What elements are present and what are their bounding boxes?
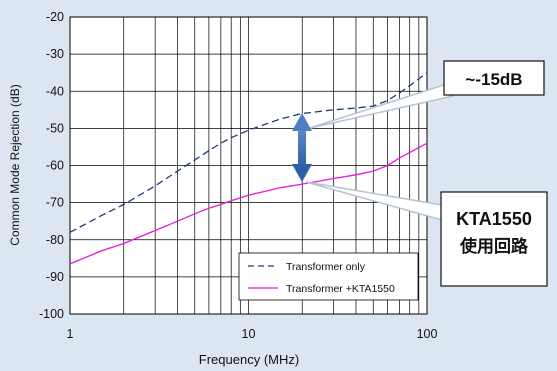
y-tick-label: -30 — [46, 47, 64, 61]
callout-text-kta1550-usage: 使用回路 — [459, 236, 529, 256]
series-layer — [69, 72, 428, 265]
y-tick-label: -100 — [39, 307, 64, 321]
callout-box-15db — [443, 60, 545, 96]
legend: Transformer only Transformer +KTA1550 — [238, 252, 419, 301]
callout-text-kta1550: KTA1550 — [456, 209, 532, 229]
y-tick-labels: -20 -30 -40 -50 -60 -70 -80 -90 -100 — [39, 10, 64, 321]
y-tick-label: -20 — [46, 10, 64, 24]
annotations: ~-15dB KTA1550 使用回路 — [292, 60, 548, 287]
y-tick-label: -50 — [46, 121, 64, 135]
x-tick-label: 100 — [417, 327, 438, 341]
x-tick-labels: 1 10 100 — [67, 327, 438, 341]
double-arrow — [292, 113, 312, 182]
legend-label-transformer-only: Transformer only — [286, 261, 366, 273]
series-line-1 — [69, 142, 428, 265]
x-axis-label: Frequency (MHz) — [199, 352, 299, 367]
y-tick-label: -80 — [46, 233, 64, 247]
callout-text-15db: ~-15dB — [465, 70, 522, 89]
x-tick-label: 10 — [242, 327, 256, 341]
x-tick-label: 1 — [67, 327, 74, 341]
y-axis-label: Common Mode Rejection (dB) — [8, 84, 22, 245]
y-tick-label: -60 — [46, 159, 64, 173]
legend-label-transformer-kta1550: Transformer +KTA1550 — [286, 283, 395, 295]
y-tick-label: -40 — [46, 84, 64, 98]
callout-box-kta1550 — [440, 191, 548, 287]
y-tick-label: -70 — [46, 196, 64, 210]
y-tick-label: -90 — [46, 270, 64, 284]
